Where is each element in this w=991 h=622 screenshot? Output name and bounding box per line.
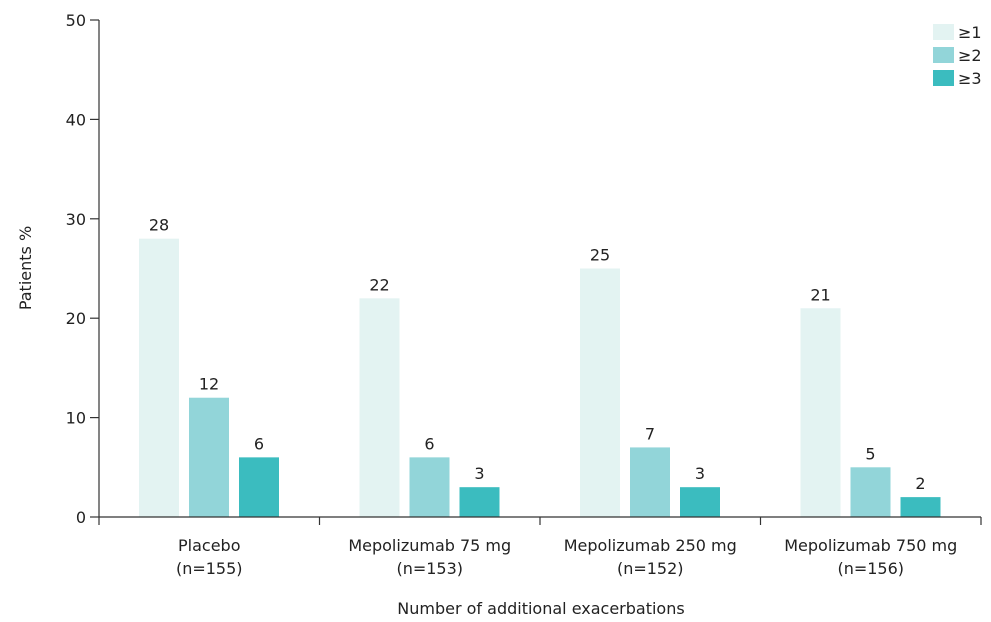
bar xyxy=(239,457,279,517)
x-category-sublabel: (n=153) xyxy=(396,559,463,578)
bar-value-label: 5 xyxy=(865,444,875,463)
bar-value-label: 6 xyxy=(254,434,264,453)
bar-value-label: 2 xyxy=(915,474,925,493)
bar-value-label: 22 xyxy=(369,275,389,294)
bar-value-label: 7 xyxy=(645,424,655,443)
bar-value-label: 3 xyxy=(695,464,705,483)
x-category-sublabel: (n=156) xyxy=(837,559,904,578)
y-tick-label: 20 xyxy=(66,309,86,328)
y-tick-label: 30 xyxy=(66,210,86,229)
bar-value-label: 21 xyxy=(810,285,830,304)
bar-value-label: 12 xyxy=(199,375,219,394)
bar-value-label: 6 xyxy=(424,434,434,453)
y-tick-label: 0 xyxy=(76,508,86,527)
bar xyxy=(850,467,891,517)
x-category-sublabel: (n=155) xyxy=(176,559,243,578)
bar-value-label: 3 xyxy=(474,464,484,483)
x-category-label: Placebo xyxy=(178,536,240,555)
x-axis-title: Number of additional exacerbations xyxy=(397,599,684,618)
x-axis: Placebo (n=155) Mepolizumab 75 mg (n=153) Me… xyxy=(98,516,982,578)
x-category-sublabel: (n=152) xyxy=(617,559,684,578)
bar xyxy=(630,447,670,517)
legend-label: ≥3 xyxy=(958,69,982,88)
bar xyxy=(800,308,841,517)
y-tick-label: 10 xyxy=(66,409,86,428)
x-category-label: Mepolizumab 750 mg xyxy=(784,536,957,555)
legend-label: ≥1 xyxy=(958,23,982,42)
y-tick-label: 40 xyxy=(66,110,86,129)
legend: ≥1 ≥2 ≥3 xyxy=(933,23,982,88)
legend-swatch xyxy=(933,70,954,86)
y-axis-title: Patients % xyxy=(16,226,35,310)
bar xyxy=(900,497,941,517)
x-category-label: Mepolizumab 250 mg xyxy=(564,536,737,555)
bar xyxy=(459,487,500,517)
y-tick-label: 50 xyxy=(66,11,86,30)
bar xyxy=(139,238,179,517)
plot-area: 28 12 6 22 6 3 25 7 3 21 5 2 xyxy=(139,216,941,517)
bar xyxy=(409,457,450,517)
bar xyxy=(580,268,620,517)
legend-label: ≥2 xyxy=(958,46,982,65)
bar xyxy=(359,298,400,517)
bar xyxy=(680,487,720,517)
bar xyxy=(189,397,229,517)
bar-value-label: 25 xyxy=(590,246,610,265)
bar-value-label: 28 xyxy=(149,216,169,235)
y-axis: 0 10 20 30 40 50 xyxy=(66,11,100,527)
x-category-label: Mepolizumab 75 mg xyxy=(348,536,511,555)
legend-swatch xyxy=(933,47,954,63)
legend-swatch xyxy=(933,24,954,40)
